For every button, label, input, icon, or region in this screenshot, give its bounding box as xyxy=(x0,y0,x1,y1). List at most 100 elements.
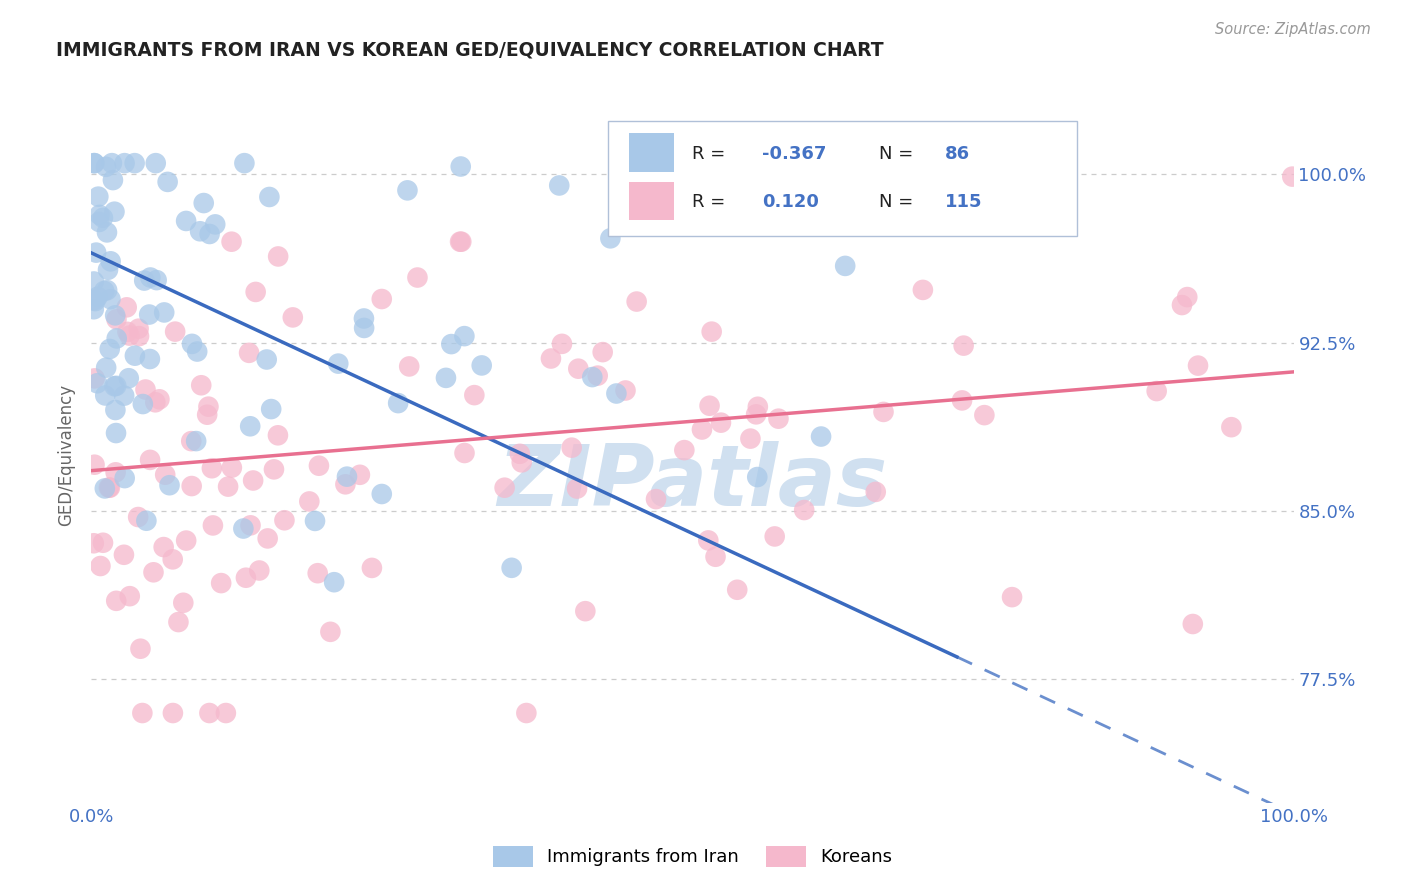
Point xyxy=(221,460,243,475)
Point xyxy=(747,470,769,484)
Point xyxy=(103,379,125,393)
Point xyxy=(153,305,176,319)
Point xyxy=(83,156,105,170)
Point xyxy=(304,514,326,528)
Point xyxy=(94,388,117,402)
Point xyxy=(86,376,108,391)
Point xyxy=(501,561,523,575)
Point xyxy=(134,383,156,397)
Point xyxy=(156,175,179,189)
Point xyxy=(515,706,537,720)
Point xyxy=(153,467,176,482)
Point xyxy=(112,548,135,562)
Point xyxy=(93,284,115,298)
Point xyxy=(83,302,105,317)
Point xyxy=(186,434,208,448)
Point xyxy=(697,533,720,548)
Point xyxy=(132,397,155,411)
Point xyxy=(1187,359,1209,373)
Point xyxy=(1001,590,1024,604)
Point xyxy=(84,245,107,260)
Point xyxy=(142,566,165,580)
Point xyxy=(134,274,156,288)
Point xyxy=(221,235,243,249)
Point xyxy=(100,254,122,268)
Point xyxy=(145,273,167,287)
Point xyxy=(574,604,596,618)
Point xyxy=(233,156,256,170)
Point xyxy=(104,309,127,323)
Point xyxy=(328,357,350,371)
Point xyxy=(747,400,769,414)
Point xyxy=(124,349,146,363)
Point xyxy=(193,196,215,211)
Point xyxy=(198,706,221,720)
Point xyxy=(259,190,281,204)
Point xyxy=(117,325,139,339)
Point xyxy=(100,292,122,306)
Point xyxy=(872,405,894,419)
Point xyxy=(87,189,110,203)
Point xyxy=(396,183,419,197)
Point xyxy=(217,480,239,494)
Point xyxy=(710,416,733,430)
Point xyxy=(387,396,409,410)
Point xyxy=(768,411,790,425)
Point xyxy=(267,428,290,442)
Point xyxy=(336,469,359,483)
Point xyxy=(131,706,153,720)
Point xyxy=(471,359,494,373)
Point xyxy=(307,566,329,581)
Point xyxy=(1171,298,1194,312)
Point xyxy=(599,231,621,245)
Point xyxy=(586,368,609,383)
Point xyxy=(89,559,111,574)
Point xyxy=(239,419,262,434)
Point xyxy=(96,283,118,297)
Point xyxy=(128,329,150,343)
Point xyxy=(174,214,197,228)
Point xyxy=(115,301,138,315)
Point xyxy=(700,325,723,339)
Point xyxy=(190,378,212,392)
Point xyxy=(105,425,128,440)
Point xyxy=(1181,617,1204,632)
Point xyxy=(84,294,107,309)
Point xyxy=(834,259,856,273)
Point xyxy=(361,561,384,575)
Point xyxy=(267,250,290,264)
Point xyxy=(973,408,995,422)
Point xyxy=(167,615,190,629)
Point xyxy=(565,482,588,496)
Point xyxy=(298,494,321,508)
Point xyxy=(242,474,264,488)
Point xyxy=(335,477,357,491)
Point xyxy=(353,321,375,335)
Point xyxy=(540,351,562,366)
Point xyxy=(143,395,166,409)
Point xyxy=(201,518,224,533)
Point xyxy=(104,466,127,480)
Point xyxy=(128,321,150,335)
Point xyxy=(186,344,208,359)
Point xyxy=(118,328,141,343)
Point xyxy=(145,156,167,170)
Point xyxy=(239,518,262,533)
Point xyxy=(614,384,637,398)
Point xyxy=(645,492,668,507)
Point xyxy=(281,310,304,325)
Point xyxy=(449,235,471,249)
Point xyxy=(235,571,257,585)
Point xyxy=(319,624,342,639)
Point xyxy=(104,403,127,417)
Point xyxy=(94,482,117,496)
Point xyxy=(215,706,238,720)
Point xyxy=(124,156,146,170)
Text: 115: 115 xyxy=(945,194,983,211)
Point xyxy=(197,400,219,414)
Point xyxy=(118,589,141,603)
Point xyxy=(673,443,696,458)
Point xyxy=(745,408,768,422)
Point xyxy=(704,549,727,564)
Point xyxy=(181,337,204,351)
